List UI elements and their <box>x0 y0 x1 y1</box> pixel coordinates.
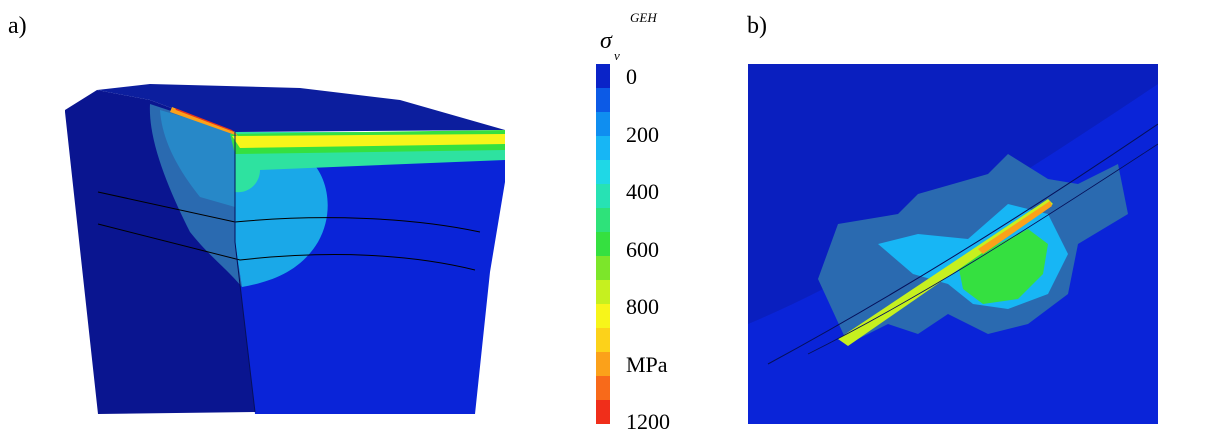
legend-tick-label: 200 <box>626 121 659 147</box>
layer-line-2 <box>97 223 476 271</box>
color-bar-segment <box>596 208 610 233</box>
stress-band-yellow <box>232 134 505 148</box>
legend-tick-label: 800 <box>626 294 659 319</box>
color-bar-segment <box>596 112 610 137</box>
color-bar-segment <box>596 232 610 257</box>
panel-a-figure <box>65 84 505 414</box>
legend-subscript: v <box>614 48 620 63</box>
legend-tick-label: MPa <box>626 351 668 377</box>
top-surface <box>97 84 505 132</box>
stress-band-orange <box>170 107 238 136</box>
legend-symbol: σ <box>600 28 612 54</box>
panel-b-label: b) <box>747 13 767 39</box>
contact-line <box>767 123 1158 365</box>
color-bar-segment <box>596 376 610 401</box>
color-bar-segment <box>596 64 610 89</box>
stress-zone-left-inner <box>160 110 235 207</box>
color-bar-segment <box>596 352 610 377</box>
color-bar-segment <box>596 328 610 353</box>
stress-zone-front <box>235 132 505 287</box>
legend-superscript: GEH <box>630 10 657 25</box>
legend-tick-label: 400 <box>626 179 659 204</box>
layer-line-1 <box>97 191 481 233</box>
contact-line-2 <box>807 143 1158 355</box>
color-bar-segment <box>596 304 610 329</box>
legend-tick-label: 1200 <box>626 409 670 434</box>
color-bar-segment <box>596 88 610 113</box>
color-bar-segment <box>596 136 610 161</box>
legend-tick-label: 0 <box>626 64 637 89</box>
legend-tick-label: 600 <box>626 236 659 262</box>
color-bar-segment <box>596 280 610 305</box>
stress-band-red <box>175 108 234 132</box>
stress-cloud-green <box>958 229 1048 304</box>
color-bar <box>596 64 610 424</box>
contact-streak-orange <box>978 201 1052 254</box>
edge-line <box>234 132 256 413</box>
color-legend: GEH σ v 0 200 400 600 800 MPa 1200 <box>586 0 716 433</box>
panel-b-figure <box>748 64 1158 424</box>
color-bar-segment <box>596 184 610 209</box>
color-bar-segment <box>596 256 610 281</box>
color-bar-segment <box>596 160 610 185</box>
panel-a-label: a) <box>8 13 27 39</box>
color-bar-segment <box>596 400 610 424</box>
